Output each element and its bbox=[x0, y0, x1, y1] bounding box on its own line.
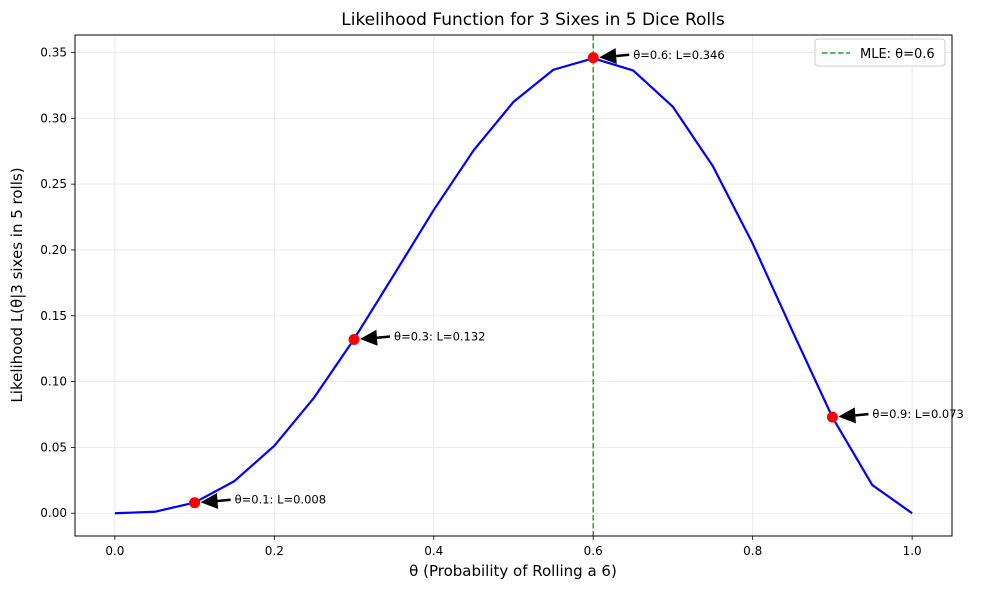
y-axis-title: Likelihood L(θ|3 sixes in 5 rolls) bbox=[8, 167, 26, 402]
y-tick-label: 0.20 bbox=[40, 243, 67, 257]
x-tick-label: 0.6 bbox=[584, 544, 603, 558]
y-tick-label: 0.30 bbox=[40, 111, 67, 125]
annotation-label: θ=0.6: L=0.346 bbox=[633, 48, 724, 62]
highlight-point bbox=[587, 52, 599, 64]
annotation-arrow-shaft bbox=[217, 498, 231, 503]
y-tick-label: 0.15 bbox=[40, 309, 67, 323]
highlight-point bbox=[189, 497, 201, 509]
annotation-arrow-head bbox=[200, 492, 219, 509]
annotation-arrow-shaft bbox=[376, 335, 391, 339]
legend: MLE: θ=0.6 bbox=[814, 38, 946, 67]
x-tick-label: 1.0 bbox=[903, 544, 922, 558]
annotation-arrow-head bbox=[838, 407, 856, 424]
annotation-arrow-head bbox=[599, 48, 617, 65]
annotation-arrow-head bbox=[360, 329, 378, 346]
annotation-label: θ=0.3: L=0.132 bbox=[394, 329, 485, 343]
highlighted-points bbox=[189, 52, 838, 509]
annotation-label: θ=0.9: L=0.073 bbox=[872, 407, 963, 421]
axis-ticks: 0.0 0.2 0.4 0.6 0.8 1.0 0.00 0.05 0.10 0.15 0.20 0.… bbox=[40, 46, 921, 558]
y-tick-label: 0.10 bbox=[40, 375, 67, 389]
x-tick-label: 0.0 bbox=[105, 544, 124, 558]
likelihood-line bbox=[114, 57, 913, 515]
point-annotations: θ=0.1: L=0.008 θ=0.3: L=0.132 θ=0.6: L=0.3… bbox=[200, 48, 964, 509]
chart-title: Likelihood Function for 3 Sixes in 5 Dic… bbox=[341, 10, 725, 30]
plot-area bbox=[114, 35, 913, 536]
highlight-point bbox=[348, 333, 360, 345]
annotation-label: θ=0.1: L=0.008 bbox=[235, 493, 326, 507]
x-tick-label: 0.2 bbox=[265, 544, 284, 558]
x-tick-label: 0.8 bbox=[743, 544, 762, 558]
grid bbox=[75, 35, 952, 536]
x-tick-label: 0.4 bbox=[424, 544, 443, 558]
annotation-arrow-shaft bbox=[616, 53, 630, 58]
y-tick-label: 0.05 bbox=[40, 440, 67, 454]
highlight-point bbox=[826, 411, 838, 423]
y-tick-label: 0.35 bbox=[40, 46, 67, 60]
legend-mle-label: MLE: θ=0.6 bbox=[860, 47, 935, 62]
x-axis-title: θ (Probability of Rolling a 6) bbox=[409, 562, 617, 580]
y-tick-label: 0.25 bbox=[40, 177, 67, 191]
legend-box bbox=[814, 38, 946, 67]
annotation-arrow-shaft bbox=[855, 412, 869, 417]
y-tick-label: 0.00 bbox=[40, 506, 67, 520]
plot-frame bbox=[74, 34, 953, 537]
